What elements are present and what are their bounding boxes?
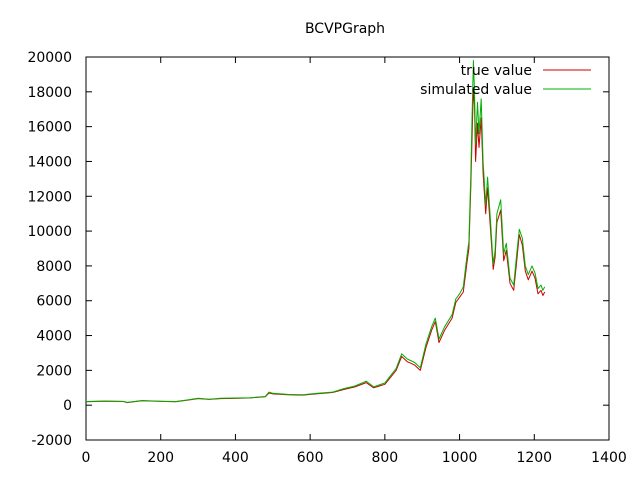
x-tick-label: 0 <box>82 450 91 466</box>
y-tick-label: 14000 <box>27 154 72 170</box>
legend-label: simulated value <box>420 82 532 98</box>
x-tick-label: 1000 <box>442 450 478 466</box>
series-line-simulated-value <box>85 60 546 403</box>
y-tick-label: 2000 <box>36 363 72 379</box>
x-tick-label: 800 <box>371 450 398 466</box>
x-tick-label: 600 <box>297 450 324 466</box>
y-tick-label: 18000 <box>27 85 72 101</box>
y-tick-label: 20000 <box>27 50 72 66</box>
y-tick-label: 6000 <box>36 294 72 310</box>
chart-title: BCVPGraph <box>305 21 385 37</box>
y-tick-label: -2000 <box>31 433 72 449</box>
legend-label: true value <box>461 63 532 79</box>
plot-lines <box>85 60 546 404</box>
y-tick-label: 0 <box>63 398 72 414</box>
x-tick-label: 400 <box>222 450 249 466</box>
x-tick-label: 1200 <box>516 450 552 466</box>
y-tick-label: 4000 <box>36 329 72 345</box>
axes: 0 200 400 600 800 1000 1200 1400 -2000 0 2000 4000 6… <box>27 50 626 466</box>
y-tick-label: 10000 <box>27 224 72 240</box>
y-tick-label: 12000 <box>27 189 72 205</box>
plot-frame <box>85 56 610 441</box>
y-tick-label: 16000 <box>27 120 72 136</box>
x-tick-label: 1400 <box>591 450 627 466</box>
legend: true value simulated value <box>420 63 591 98</box>
y-tick-label: 8000 <box>36 259 72 275</box>
x-tick-label: 200 <box>147 450 174 466</box>
